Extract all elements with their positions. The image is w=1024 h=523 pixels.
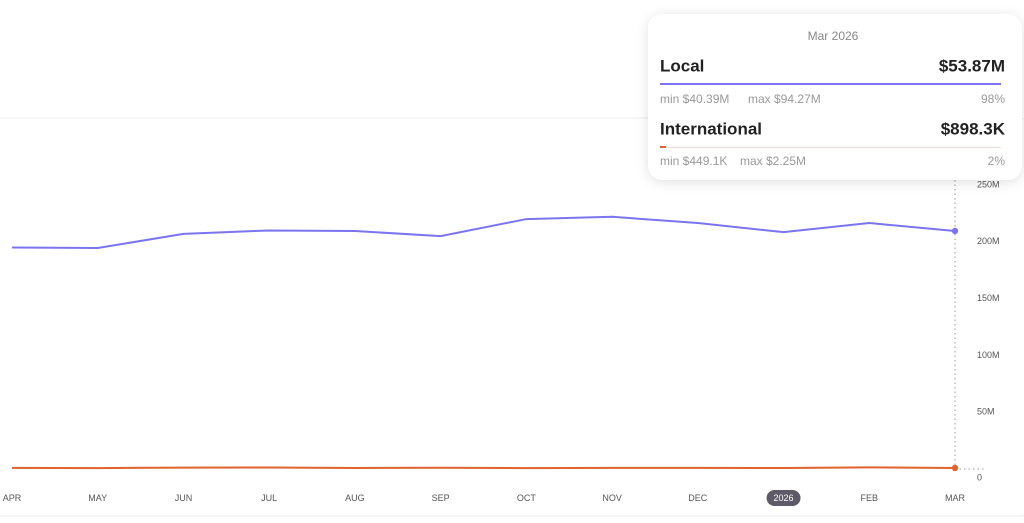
- x-tick-label: MAY: [88, 493, 107, 503]
- y-tick-label: 200M: [977, 236, 1000, 246]
- tooltip-min: min $449.1K: [660, 154, 727, 168]
- x-tick-label: JUN: [175, 493, 193, 503]
- hover-dot: [951, 464, 959, 472]
- share-bar: [660, 83, 1001, 85]
- x-tick-label: MAR: [945, 493, 966, 503]
- x-tick-label: OCT: [517, 493, 537, 503]
- tooltip-title: Mar 2026: [808, 29, 859, 43]
- x-tick-label: AUG: [345, 493, 365, 503]
- series-line: [11, 466, 956, 470]
- x-tick-label: DEC: [688, 493, 708, 503]
- tooltip-name: International: [660, 119, 762, 138]
- chart-card: [0, 117, 1024, 517]
- y-tick-label: 100M: [977, 350, 1000, 360]
- tooltip: Mar 2026 Local $53.87M min $40.39M max $…: [648, 14, 1022, 180]
- tooltip-max: max $2.25M: [740, 154, 806, 168]
- x-tick-label: APR: [3, 493, 22, 503]
- y-tick-label: 50M: [977, 407, 995, 417]
- y-tick-label: 0: [977, 472, 982, 482]
- tooltip-min: min $40.39M: [660, 92, 729, 106]
- tooltip-max: max $94.27M: [748, 92, 821, 106]
- x-tick-label: NOV: [602, 493, 622, 503]
- share-bar: [660, 146, 666, 148]
- tooltip-name: Local: [660, 56, 704, 75]
- x-tick-highlight: [766, 490, 801, 506]
- tooltip-box: [648, 14, 1022, 180]
- y-tick-label: 250M: [977, 179, 1000, 189]
- tooltip-value: $53.87M: [939, 56, 1005, 75]
- plot: 0 50M 100M 150M 200M 250M APR MAY JUN JUL AUG SEP OC…: [3, 179, 1000, 506]
- tooltip-value: $898.3K: [941, 119, 1006, 138]
- tooltip-share: 2%: [988, 154, 1006, 168]
- x-tick-label: SEP: [432, 493, 450, 503]
- series-line: [11, 215, 956, 250]
- x-tick-label: 2026: [774, 493, 794, 503]
- hover-dot: [951, 227, 959, 235]
- x-tick-label: JUL: [261, 493, 277, 503]
- y-tick-label: 150M: [977, 293, 1000, 303]
- share-track: [660, 147, 1001, 148]
- tooltip-share: 98%: [981, 92, 1005, 106]
- x-tick-label: FEB: [861, 493, 879, 503]
